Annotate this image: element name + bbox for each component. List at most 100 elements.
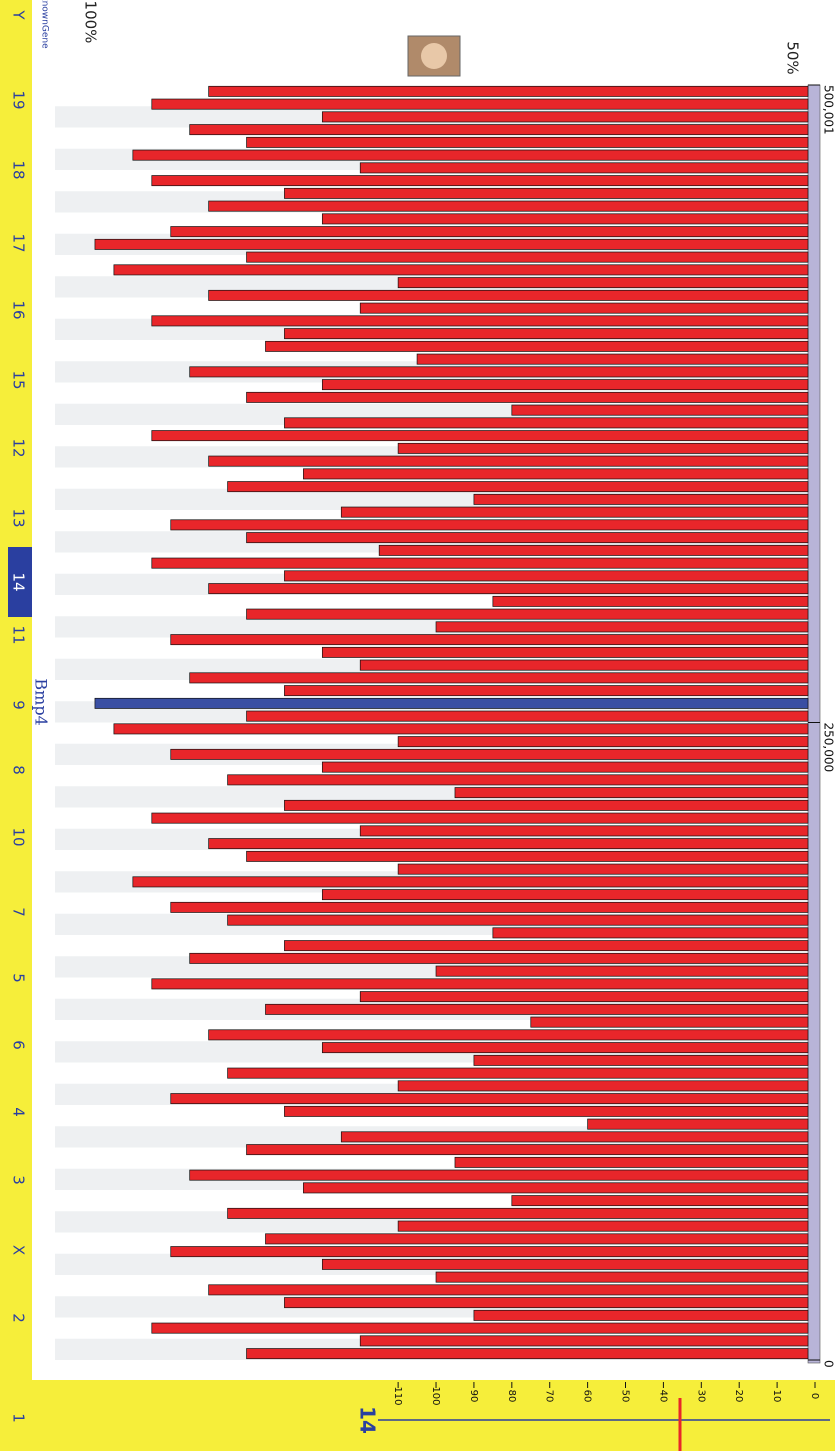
chromosome-label[interactable]: 14	[10, 572, 28, 591]
bar	[190, 673, 808, 683]
value-tick-label: 100	[430, 1386, 441, 1405]
bar	[474, 1055, 808, 1065]
bar	[474, 1310, 808, 1320]
chromosome-label[interactable]: 7	[10, 907, 28, 917]
bar	[322, 890, 808, 900]
bar	[360, 303, 808, 313]
bar	[265, 341, 808, 351]
bar	[284, 686, 808, 696]
bar	[152, 99, 808, 109]
bar	[512, 1196, 808, 1206]
chromosome-label[interactable]: 1	[10, 1413, 28, 1423]
track-label: knownGene	[40, 0, 50, 49]
bar	[209, 290, 808, 300]
current-chromosome: 14	[356, 1406, 380, 1434]
bar	[303, 1183, 808, 1193]
bar	[247, 711, 808, 721]
synteny-view: knownGene 100% 50% 14 Y19181716151213141…	[0, 0, 835, 1451]
bar	[379, 545, 808, 555]
chromosome-label[interactable]: 8	[10, 765, 28, 775]
bar	[398, 1221, 808, 1231]
bar	[152, 558, 808, 568]
bar	[190, 125, 808, 135]
bar	[436, 966, 808, 976]
bar	[171, 635, 808, 645]
bar	[398, 443, 808, 453]
chromosome-label[interactable]: X	[10, 1245, 28, 1255]
bar	[322, 647, 808, 657]
bar	[322, 1043, 808, 1053]
chromosome-label[interactable]: 3	[10, 1175, 28, 1185]
bar	[341, 507, 808, 517]
bar	[171, 749, 808, 759]
chromosome-label[interactable]: 19	[10, 90, 28, 109]
bar	[398, 1081, 808, 1091]
bar	[455, 788, 808, 798]
chromosome-label[interactable]: 13	[10, 508, 28, 527]
value-tick-label: 90	[468, 1390, 479, 1403]
chromosome-label[interactable]: 18	[10, 160, 28, 179]
bar	[171, 1094, 808, 1104]
bar	[247, 252, 808, 262]
bar	[398, 278, 808, 288]
bar	[95, 698, 808, 708]
avatar-face	[421, 43, 447, 69]
bar	[247, 392, 808, 402]
bar	[531, 1017, 808, 1027]
value-tick-label: 110	[392, 1386, 403, 1405]
chromosome-label[interactable]: 5	[10, 973, 28, 983]
bar	[398, 737, 808, 747]
bar	[247, 1145, 808, 1155]
bar	[284, 800, 808, 810]
chromosome-label[interactable]: 9	[10, 700, 28, 710]
bar	[360, 1336, 808, 1346]
bar	[436, 622, 808, 632]
bar	[322, 112, 808, 122]
chromosome-label[interactable]: 17	[10, 233, 28, 252]
bar	[284, 329, 808, 339]
value-tick-label: 0	[809, 1393, 820, 1399]
bar	[322, 1259, 808, 1269]
bar	[493, 928, 808, 938]
bar	[95, 239, 808, 249]
bar	[398, 864, 808, 874]
bar	[322, 214, 808, 224]
bar	[322, 762, 808, 772]
bar	[284, 941, 808, 951]
bar	[190, 953, 808, 963]
chromosome-label[interactable]: Y	[10, 9, 28, 20]
bar	[284, 1298, 808, 1308]
bar	[228, 1208, 808, 1218]
chromosome-label[interactable]: 11	[10, 625, 28, 644]
chromosome-label[interactable]: 12	[10, 438, 28, 457]
bar	[360, 660, 808, 670]
chromosome-label[interactable]: 6	[10, 1040, 28, 1050]
bar	[133, 877, 808, 887]
control-strip	[0, 1380, 835, 1451]
chromosome-label[interactable]: 15	[10, 370, 28, 389]
bar	[133, 150, 808, 160]
bar	[588, 1119, 808, 1129]
chromosome-label[interactable]: 10	[10, 827, 28, 846]
value-tick-label: 50	[620, 1390, 631, 1403]
bar	[171, 520, 808, 530]
chromosome-strip	[0, 0, 32, 1380]
bar	[512, 405, 808, 415]
bar	[209, 1030, 808, 1040]
bar	[209, 839, 808, 849]
bar	[360, 163, 808, 173]
bar	[190, 367, 808, 377]
bar	[152, 813, 808, 823]
chromosome-label[interactable]: 16	[10, 300, 28, 319]
bar	[284, 418, 808, 428]
bar	[152, 979, 808, 989]
scale-mid-label: 50%	[784, 41, 802, 74]
bar	[360, 992, 808, 1002]
position-tick-label: 500,001	[822, 85, 835, 135]
chromosome-label[interactable]: 2	[10, 1313, 28, 1323]
bar	[228, 1068, 808, 1078]
position-axis-bar	[808, 85, 820, 1363]
value-tick-label: 70	[544, 1390, 555, 1403]
chromosome-label[interactable]: 4	[10, 1107, 28, 1117]
bar	[436, 1272, 808, 1282]
